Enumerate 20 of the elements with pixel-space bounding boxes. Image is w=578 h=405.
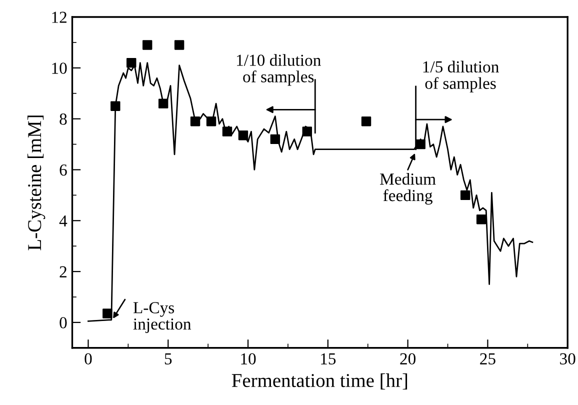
x-axis-title: Fermentation time [hr] [232,373,408,390]
x-tick-label: 30 [560,353,576,364]
y-axis-title: L-Cysteine [mM] [27,116,46,250]
annotation: L-Cys injection [133,302,192,334]
x-tick-label: 10 [241,353,256,364]
y-tick-label: 2 [60,266,66,278]
y-tick-label: 8 [60,114,67,125]
y-tick-label: 6 [60,164,67,176]
ref-line-label: 1/5 dilution of samples [423,60,499,92]
ref-line-label: 1/10 dilution of samples [237,54,321,86]
x-tick-label: 20 [400,353,416,364]
x-tick-label: 15 [321,353,336,364]
x-tick-label: 25 [480,353,496,364]
x-tick-label: 0 [84,353,92,364]
y-tick-label: 0 [60,317,67,328]
y-tick-label: 12 [52,12,66,23]
y-tick-label: 4 [59,215,68,226]
y-tick-label: 10 [52,62,67,74]
x-tick-label: 5 [164,353,172,364]
annotation: Medium feeding [380,173,436,205]
